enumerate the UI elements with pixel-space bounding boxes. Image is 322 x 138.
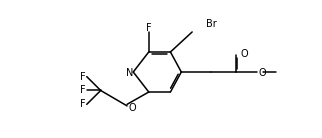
Text: O: O xyxy=(240,49,248,59)
Text: F: F xyxy=(80,99,86,109)
Text: N: N xyxy=(126,68,133,78)
Text: F: F xyxy=(146,23,152,33)
Text: O: O xyxy=(258,68,266,78)
Text: F: F xyxy=(80,72,86,82)
Text: O: O xyxy=(128,103,136,113)
Text: F: F xyxy=(80,85,86,95)
Text: Br: Br xyxy=(206,19,217,29)
